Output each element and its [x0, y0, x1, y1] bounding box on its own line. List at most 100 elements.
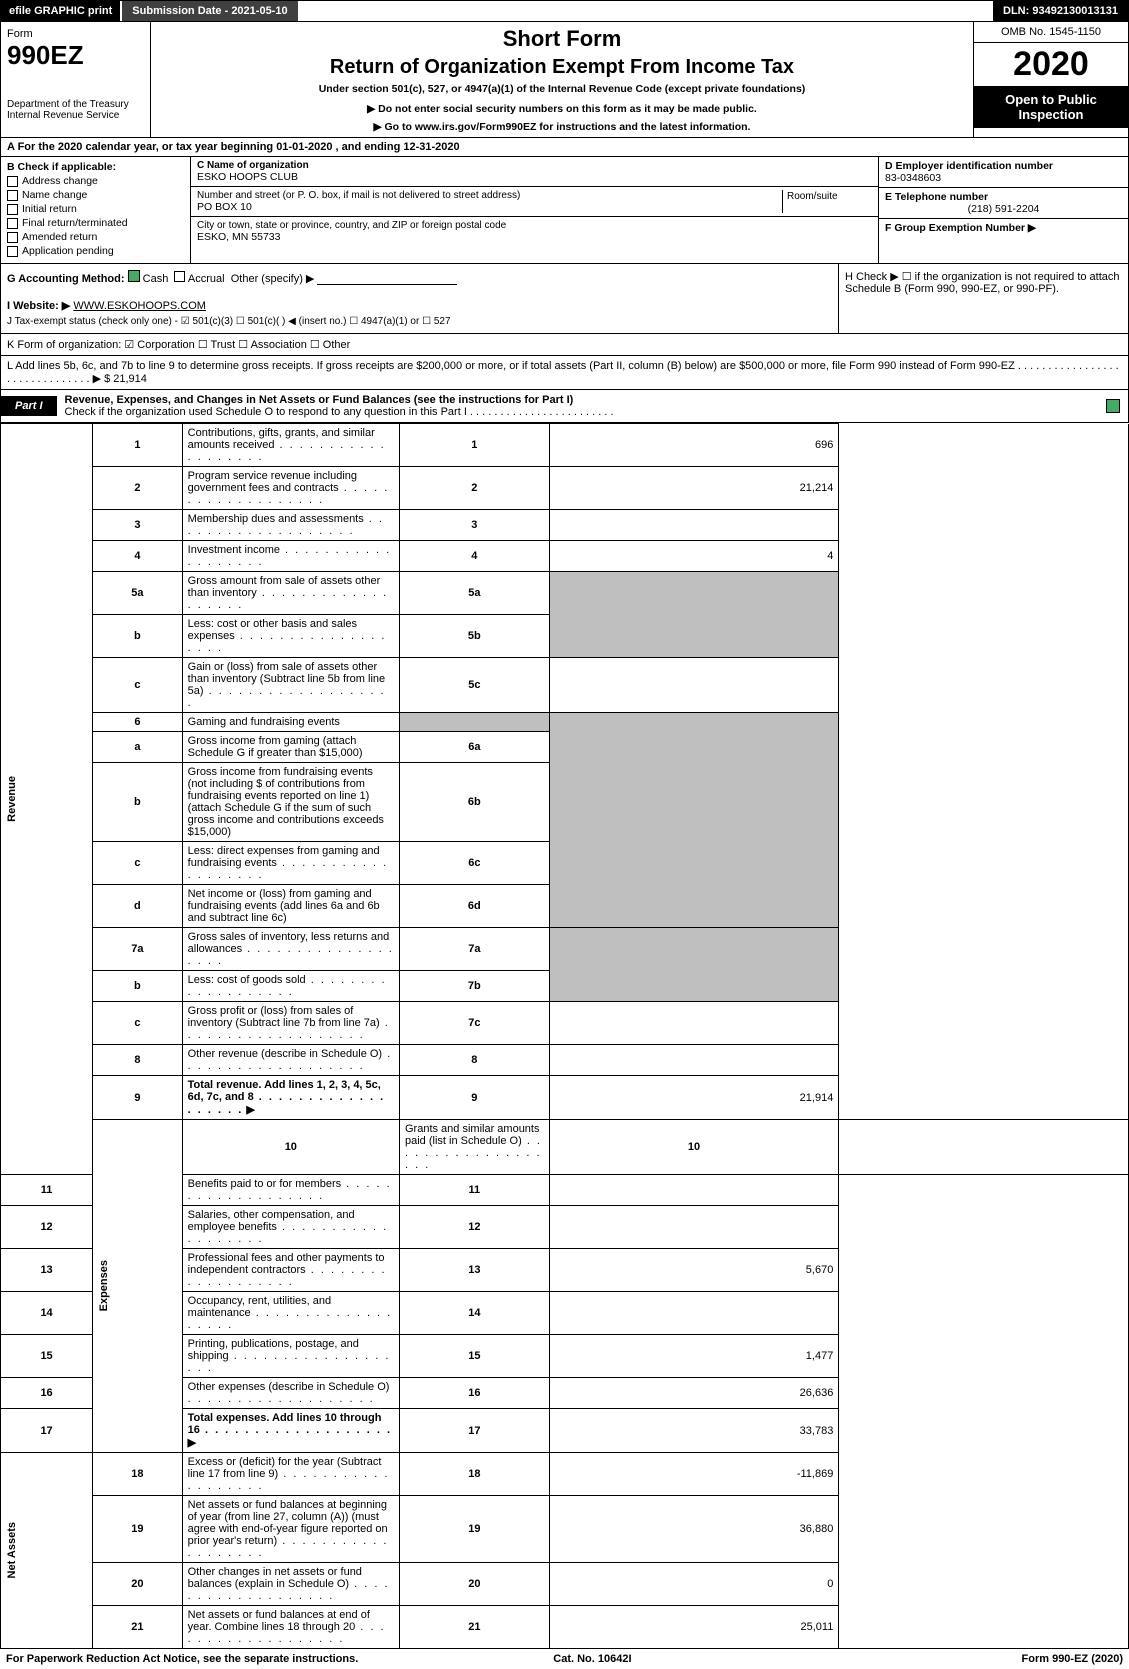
line-5a: 5aGross amount from sale of assets other… — [1, 572, 1129, 615]
org-name: ESKO HOOPS CLUB — [197, 171, 872, 183]
form-label: Form — [7, 28, 144, 40]
row-a-tax-year: A For the 2020 calendar year, or tax yea… — [0, 138, 1129, 157]
line-5c: cGain or (loss) from sale of assets othe… — [1, 658, 1129, 713]
checkbox-cash-icon[interactable] — [128, 270, 140, 282]
line-7a: 7aGross sales of inventory, less returns… — [1, 928, 1129, 971]
g-cash: Cash — [143, 273, 169, 285]
opt-label: Name change — [22, 189, 87, 201]
part1-sub: Check if the organization used Schedule … — [65, 406, 614, 418]
footer: For Paperwork Reduction Act Notice, see … — [0, 1649, 1129, 1669]
topbar: efile GRAPHIC print Submission Date - 20… — [0, 0, 1129, 22]
lt: Contributions, gifts, grants, and simila… — [182, 424, 399, 467]
part1-title-text: Revenue, Expenses, and Changes in Net As… — [65, 394, 574, 406]
header-left: Form 990EZ Department of the Treasury In… — [1, 22, 151, 137]
line-10: Expenses 10Grants and similar amounts pa… — [1, 1120, 1129, 1175]
box-b: B Check if applicable: Address change Na… — [1, 157, 191, 263]
form-number: 990EZ — [7, 40, 144, 71]
website-link[interactable]: WWW.ESKOHOOPS.COM — [73, 300, 206, 312]
box-c: C Name of organization ESKO HOOPS CLUB N… — [191, 157, 878, 263]
goto-link[interactable]: ▶ Go to www.irs.gov/Form990EZ for instru… — [161, 121, 963, 133]
open-inspection: Open to Public Inspection — [974, 86, 1128, 128]
line-9: 9Total revenue. Add lines 1, 2, 3, 4, 5c… — [1, 1076, 1129, 1120]
irs-label: Internal Revenue Service — [7, 110, 144, 121]
checkbox-icon[interactable] — [7, 246, 18, 257]
line-8: 8Other revenue (describe in Schedule O)8 — [1, 1045, 1129, 1076]
checkbox-icon[interactable] — [7, 204, 18, 215]
footer-form: Form 990-EZ (2020) — [1022, 1653, 1123, 1665]
part1-title: Revenue, Expenses, and Changes in Net As… — [57, 390, 1106, 422]
c-name-label: C Name of organization — [197, 160, 872, 171]
h-check: H Check ▶ ☐ if the organization is not r… — [838, 264, 1128, 333]
opt-label: Amended return — [22, 231, 97, 243]
row-l: L Add lines 5b, 6c, and 7b to line 9 to … — [0, 356, 1129, 390]
line-21: 21Net assets or fund balances at end of … — [1, 1606, 1129, 1649]
line-7c: cGross profit or (loss) from sales of in… — [1, 1002, 1129, 1045]
return-title: Return of Organization Exempt From Incom… — [161, 56, 963, 79]
tax-year: 2020 — [974, 43, 1128, 86]
do-not-enter: ▶ Do not enter social security numbers o… — [161, 103, 963, 115]
opt-final-return[interactable]: Final return/terminated — [7, 217, 184, 229]
line-6: 6Gaming and fundraising events — [1, 713, 1129, 732]
g-accrual: Accrual — [188, 273, 225, 285]
e-label: E Telephone number — [885, 191, 1122, 203]
checkbox-icon[interactable] — [7, 232, 18, 243]
lines-table: Revenue 1 Contributions, gifts, grants, … — [0, 423, 1129, 1649]
row-k: K Form of organization: ☑ Corporation ☐ … — [0, 334, 1129, 356]
g-label: G Accounting Method: — [7, 273, 125, 285]
omb-number: OMB No. 1545-1150 — [974, 22, 1128, 43]
opt-initial-return[interactable]: Initial return — [7, 203, 184, 215]
opt-label: Final return/terminated — [22, 217, 128, 229]
line-3: 3Membership dues and assessments3 — [1, 510, 1129, 541]
line-18: Net Assets 18Excess or (deficit) for the… — [1, 1453, 1129, 1496]
g-other-input[interactable] — [317, 273, 457, 285]
rot-expenses: Expenses — [93, 1120, 183, 1453]
street-value: PO BOX 10 — [197, 201, 782, 213]
gh-block: G Accounting Method: Cash Accrual Other … — [0, 264, 1129, 334]
opt-label: Initial return — [22, 203, 77, 215]
room-suite: Room/suite — [782, 190, 872, 213]
lno: 1 — [399, 424, 549, 467]
checkbox-icon[interactable] — [7, 176, 18, 187]
room-label: Room/suite — [787, 191, 838, 202]
part1-tab: Part I — [1, 396, 57, 416]
opt-label: Address change — [22, 175, 98, 187]
ein-value: 83-0348603 — [885, 172, 1122, 184]
f-label: F Group Exemption Number ▶ — [885, 222, 1122, 234]
dept-treasury: Department of the Treasury — [7, 99, 144, 110]
under-section: Under section 501(c), 527, or 4947(a)(1)… — [161, 83, 963, 95]
opt-amended-return[interactable]: Amended return — [7, 231, 184, 243]
city-label: City or town, state or province, country… — [197, 220, 872, 231]
topbar-left: efile GRAPHIC print Submission Date - 20… — [1, 1, 298, 21]
part1-header: Part I Revenue, Expenses, and Changes in… — [0, 390, 1129, 423]
dln: DLN: 93492130013131 — [993, 1, 1128, 21]
part1-checkbox-icon[interactable] — [1106, 399, 1120, 413]
header-center: Short Form Return of Organization Exempt… — [151, 22, 973, 137]
line-19: 19Net assets or fund balances at beginni… — [1, 1496, 1129, 1563]
opt-application-pending[interactable]: Application pending — [7, 245, 184, 257]
g-other: Other (specify) ▶ — [231, 273, 315, 285]
submission-date: Submission Date - 2021-05-10 — [122, 1, 297, 21]
checkbox-accrual-icon[interactable] — [174, 271, 185, 282]
line-20: 20Other changes in net assets or fund ba… — [1, 1563, 1129, 1606]
box-def: D Employer identification number 83-0348… — [878, 157, 1128, 263]
d-label: D Employer identification number — [885, 160, 1122, 172]
short-form-title: Short Form — [161, 26, 963, 52]
info-block: B Check if applicable: Address change Na… — [0, 157, 1129, 264]
footer-left: For Paperwork Reduction Act Notice, see … — [6, 1653, 358, 1665]
g-accounting: G Accounting Method: Cash Accrual Other … — [1, 264, 838, 333]
opt-address-change[interactable]: Address change — [7, 175, 184, 187]
i-label: I Website: ▶ — [7, 300, 70, 312]
amt: 696 — [549, 424, 839, 467]
checkbox-icon[interactable] — [7, 218, 18, 229]
efile-print-button[interactable]: efile GRAPHIC print — [1, 1, 122, 21]
row-j: J Tax-exempt status (check only one) - ☑… — [7, 316, 832, 327]
opt-label: Application pending — [22, 245, 114, 257]
opt-name-change[interactable]: Name change — [7, 189, 184, 201]
line-2: 2Program service revenue including gover… — [1, 467, 1129, 510]
rot-netassets: Net Assets — [1, 1453, 93, 1649]
header-right: OMB No. 1545-1150 2020 Open to Public In… — [973, 22, 1128, 137]
ln: 1 — [93, 424, 183, 467]
footer-cat: Cat. No. 10642I — [553, 1653, 631, 1665]
box-b-title: B Check if applicable: — [7, 161, 184, 173]
checkbox-icon[interactable] — [7, 190, 18, 201]
